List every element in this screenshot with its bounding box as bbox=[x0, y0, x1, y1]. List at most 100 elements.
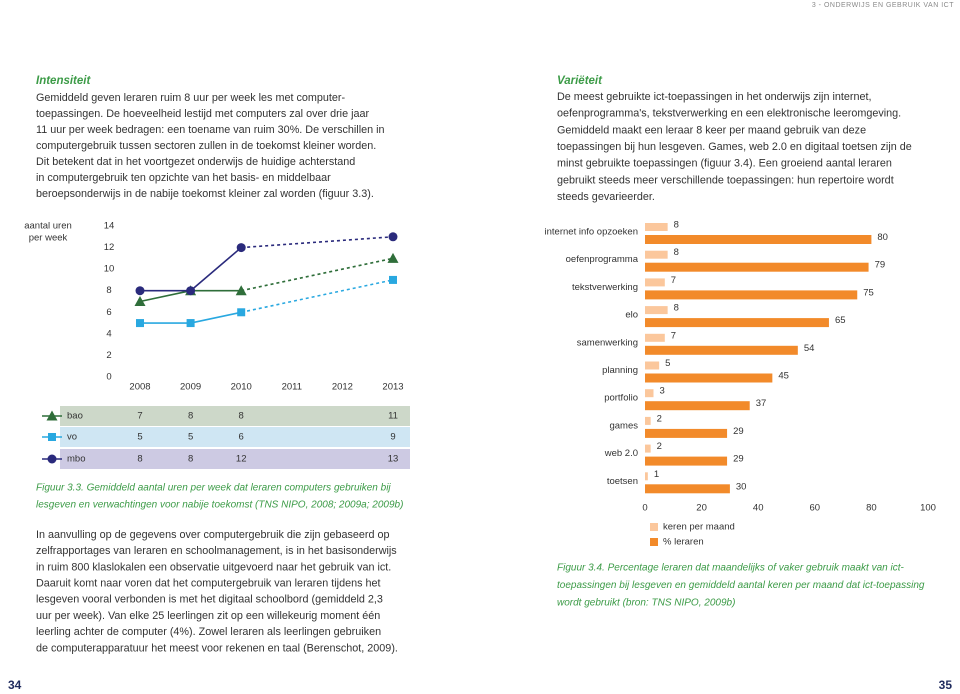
marker bbox=[186, 319, 195, 328]
body-line: computergebruik tussen sectoren zullen i… bbox=[36, 140, 376, 152]
y-tick-label: 8 bbox=[106, 285, 111, 296]
figure-caption: Figuur 3.3. Gemiddeld aantal uren per we… bbox=[36, 483, 391, 494]
marker bbox=[237, 308, 246, 317]
table-value: 8 bbox=[188, 411, 193, 422]
body-line: Daaruit komt naar voren dat het computer… bbox=[36, 577, 381, 589]
bar bbox=[645, 416, 651, 425]
body-line: De meest gebruikte ict-toepassingen in h… bbox=[557, 91, 871, 103]
category-label: samenwerking bbox=[577, 337, 638, 348]
legend-marker bbox=[47, 454, 57, 464]
body-line: Dit betekent dat in het voortgezet onder… bbox=[36, 156, 355, 168]
x-tick-label: 2010 bbox=[231, 382, 252, 393]
body-line: de computerapparatuur het meest voor rek… bbox=[36, 642, 398, 654]
body-line: minst gebruikte toepassingen (figuur 3.4… bbox=[557, 158, 892, 170]
x-tick-label: 80 bbox=[866, 503, 877, 514]
category-label: internet info opzoeken bbox=[545, 227, 638, 238]
page-number: 34 bbox=[8, 678, 22, 692]
x-tick-label: 60 bbox=[810, 503, 821, 514]
legend-swatch bbox=[650, 523, 658, 531]
body-line: In aanvulling op de gegevens over comput… bbox=[36, 529, 390, 541]
bar-value-label: 2 bbox=[657, 441, 662, 452]
legend-label: % leraren bbox=[663, 537, 704, 548]
body-line: gebruikt steeds meer verschillende toepa… bbox=[557, 174, 894, 186]
body-line: Gemiddeld maakt een leraar 8 keer per ma… bbox=[557, 124, 866, 136]
bar bbox=[645, 456, 728, 466]
body-line: toepassingen. De hoeveelheid lestijd met… bbox=[36, 108, 369, 120]
x-tick-label: 100 bbox=[920, 503, 936, 514]
legend-marker bbox=[46, 410, 58, 421]
body-line: lesgeven vooral verbonden is met het dig… bbox=[36, 594, 383, 606]
table-value: 11 bbox=[388, 411, 398, 422]
table-value: 8 bbox=[188, 454, 193, 465]
marker bbox=[134, 296, 146, 306]
body-line: leerling achter de computer (4%). Zowel … bbox=[36, 626, 381, 638]
table-value: 7 bbox=[137, 411, 142, 422]
section-heading: Variëteit bbox=[557, 75, 603, 87]
bar bbox=[645, 472, 648, 481]
bar bbox=[645, 484, 730, 494]
y-axis-label: aantal uren bbox=[24, 221, 72, 232]
section-heading: Intensiteit bbox=[36, 75, 91, 87]
legend-marker bbox=[48, 433, 56, 441]
bar-value-label: 79 bbox=[875, 260, 886, 271]
line-segment bbox=[190, 246, 242, 292]
body-line: in ruim 800 klaslokalen een observatie u… bbox=[36, 561, 391, 573]
bar-value-label: 2 bbox=[657, 413, 662, 424]
bar-value-label: 7 bbox=[671, 330, 676, 341]
table-value: 8 bbox=[137, 454, 142, 465]
y-tick-label: 12 bbox=[104, 242, 115, 253]
line-segment bbox=[241, 257, 394, 292]
table-row bbox=[60, 427, 410, 447]
x-tick-label: 2013 bbox=[382, 382, 403, 393]
bar-value-label: 7 bbox=[671, 275, 676, 286]
line-segment bbox=[190, 311, 242, 324]
y-axis-label: per week bbox=[29, 233, 68, 244]
bar-value-label: 30 bbox=[736, 481, 747, 492]
figure-caption: wordt gebruikt (bron: TNS NIPO, 2009b) bbox=[557, 598, 735, 609]
bar bbox=[645, 361, 660, 370]
bar-value-label: 75 bbox=[863, 287, 874, 298]
line-segment bbox=[241, 235, 394, 249]
bar-value-label: 37 bbox=[756, 398, 767, 409]
bar-value-label: 29 bbox=[733, 426, 744, 437]
body-line: in computergebruik ten opzichte van het … bbox=[36, 172, 331, 184]
bar bbox=[645, 250, 668, 259]
body-line: uur per week). Van elke 25 leerlingen zi… bbox=[36, 610, 380, 622]
bar-value-label: 3 bbox=[659, 386, 664, 397]
category-label: planning bbox=[602, 365, 638, 376]
category-label: games bbox=[609, 420, 638, 431]
bar-value-label: 8 bbox=[674, 303, 679, 314]
bar bbox=[645, 401, 750, 411]
y-tick-label: 10 bbox=[104, 264, 115, 275]
x-tick-label: 2012 bbox=[332, 382, 353, 393]
table-row bbox=[60, 406, 410, 426]
x-tick-label: 2008 bbox=[129, 382, 150, 393]
body-line: 11 uur per week bedragen: een toename va… bbox=[36, 124, 385, 136]
bar bbox=[645, 235, 872, 244]
bar-value-label: 65 bbox=[835, 315, 846, 326]
table-value: 5 bbox=[137, 432, 142, 443]
marker bbox=[135, 286, 145, 296]
figure-caption: lesgeven en verwachtingen voor nabije to… bbox=[36, 500, 403, 511]
bar bbox=[645, 428, 728, 438]
y-tick-label: 0 bbox=[106, 372, 111, 383]
table-value: 9 bbox=[390, 432, 395, 443]
line-segment bbox=[139, 289, 191, 303]
category-label: portfolio bbox=[604, 393, 638, 404]
body-line: toepassingen bij hun lesgeven. Games, we… bbox=[557, 141, 912, 153]
table-value: 5 bbox=[188, 432, 193, 443]
bar bbox=[645, 373, 773, 383]
body-line: oefenprogramma's, tekstverwerking en een… bbox=[557, 108, 901, 120]
marker bbox=[235, 285, 247, 296]
legend-label: bao bbox=[67, 411, 83, 422]
bar bbox=[645, 278, 665, 287]
legend-label: mbo bbox=[67, 454, 85, 465]
table-value: 12 bbox=[236, 454, 247, 465]
table-value: 13 bbox=[388, 454, 399, 465]
category-label: elo bbox=[625, 310, 638, 321]
y-tick-label: 2 bbox=[106, 350, 111, 361]
table-value: 8 bbox=[239, 411, 244, 422]
body-line: beroepsonderwijs in de nabije toekomst k… bbox=[36, 188, 374, 200]
category-label: oefenprogramma bbox=[566, 254, 639, 265]
